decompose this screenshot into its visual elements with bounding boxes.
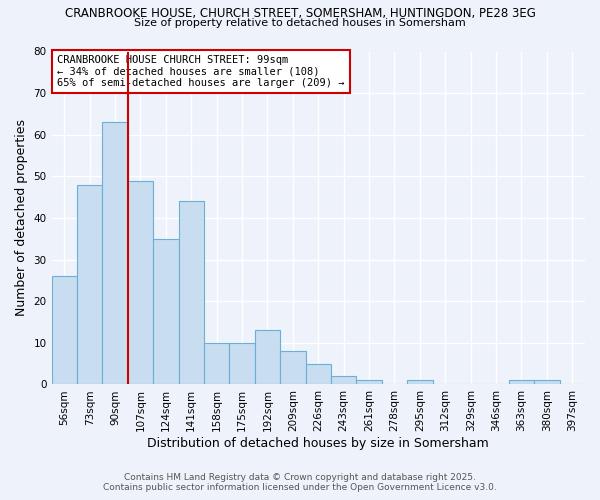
Bar (305, 364, 331, 384)
Bar (128, 180, 153, 384)
Bar (331, 376, 356, 384)
Bar (179, 202, 204, 384)
Bar (509, 380, 534, 384)
Bar (534, 380, 560, 384)
Bar (407, 380, 433, 384)
Text: CRANBROOKE HOUSE, CHURCH STREET, SOMERSHAM, HUNTINGDON, PE28 3EG: CRANBROOKE HOUSE, CHURCH STREET, SOMERSH… (65, 8, 535, 20)
Bar (153, 239, 179, 384)
Bar (204, 343, 229, 384)
Text: CRANBROOKE HOUSE CHURCH STREET: 99sqm
← 34% of detached houses are smaller (108): CRANBROOKE HOUSE CHURCH STREET: 99sqm ← … (57, 55, 344, 88)
Y-axis label: Number of detached properties: Number of detached properties (15, 120, 28, 316)
Bar (103, 122, 128, 384)
Bar (229, 343, 255, 384)
Bar (77, 184, 103, 384)
Bar (356, 380, 382, 384)
Text: Contains HM Land Registry data © Crown copyright and database right 2025.
Contai: Contains HM Land Registry data © Crown c… (103, 473, 497, 492)
X-axis label: Distribution of detached houses by size in Somersham: Distribution of detached houses by size … (148, 437, 489, 450)
Text: Size of property relative to detached houses in Somersham: Size of property relative to detached ho… (134, 18, 466, 28)
Bar (52, 276, 77, 384)
Bar (280, 351, 305, 384)
Bar (255, 330, 280, 384)
